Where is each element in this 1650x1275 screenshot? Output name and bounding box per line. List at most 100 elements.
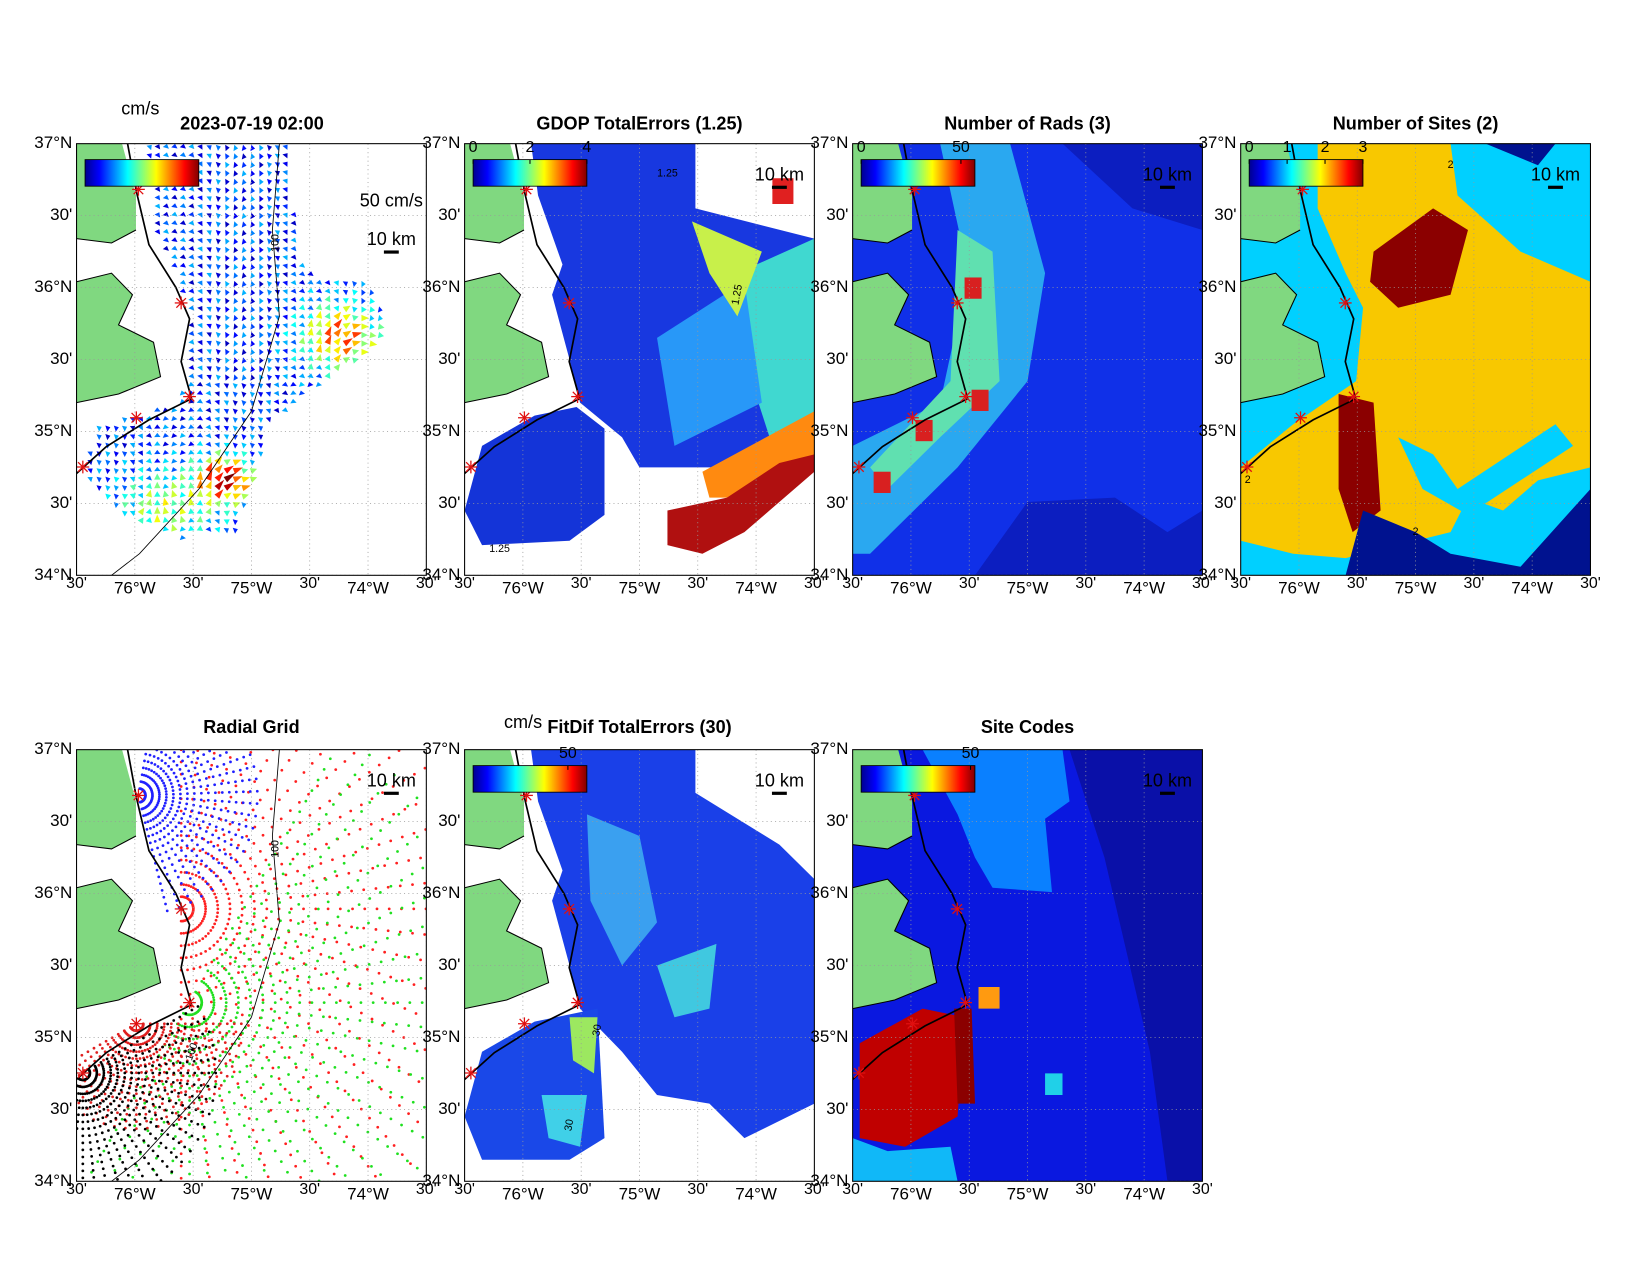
grid-point: [167, 764, 170, 768]
grid-point: [168, 1047, 172, 1050]
grid-point: [151, 1040, 155, 1044]
grid-point: [186, 1045, 189, 1048]
vector-arrow: [290, 331, 297, 337]
grid-point: [143, 821, 147, 824]
grid-point: [328, 821, 331, 825]
grid-point: [244, 1105, 247, 1109]
vector-arrow: [171, 211, 178, 217]
x-tick-label: 76°W: [890, 1185, 932, 1204]
y-tick-label: 30': [50, 811, 72, 830]
grid-point: [244, 824, 248, 828]
grid-point: [190, 1008, 194, 1012]
radar-site: [907, 412, 918, 423]
grid-point: [175, 809, 179, 813]
vector-arrow: [315, 296, 323, 302]
vector-arrow: [274, 238, 280, 245]
grid-point: [411, 931, 414, 935]
x-tick-label: 30': [804, 1181, 825, 1198]
x-tick-label: 75°W: [1007, 1185, 1049, 1204]
grid-point: [241, 790, 245, 794]
grid-point: [249, 884, 253, 888]
grid-point: [237, 1113, 241, 1116]
map-content: [852, 143, 1203, 576]
grid-point: [378, 1085, 382, 1089]
radar-site: [563, 903, 575, 915]
vector-arrow: [215, 298, 221, 305]
vector-arrow: [188, 228, 195, 235]
vector-arrow: [333, 354, 342, 363]
x-tick-label: 30': [416, 575, 437, 592]
grid-point: [197, 1022, 201, 1026]
grid-point: [106, 1042, 110, 1046]
vector-arrow: [113, 476, 120, 483]
grid-point: [210, 763, 214, 767]
x-tick-label: 30': [959, 575, 980, 592]
grid-point: [214, 791, 217, 795]
colorbar: [860, 765, 976, 793]
vector-arrow: [259, 306, 264, 313]
vector-arrow: [145, 449, 152, 455]
grid-point: [415, 796, 419, 800]
field-region: [667, 454, 815, 554]
grid-point: [251, 1037, 255, 1041]
grid-point: [190, 1094, 194, 1098]
grid-point: [317, 828, 321, 831]
vector-arrow: [196, 415, 204, 421]
grid-point: [106, 1105, 109, 1109]
vector-arrow: [154, 473, 161, 480]
grid-point: [208, 1096, 212, 1100]
grid-point: [213, 1085, 217, 1089]
grid-point: [346, 886, 350, 889]
field-cell: [915, 419, 933, 442]
grid-point: [195, 817, 199, 821]
vector-arrow: [105, 468, 111, 475]
vector-arrow: [162, 237, 169, 243]
grid-point: [174, 825, 178, 829]
vector-arrow: [113, 468, 119, 475]
grid-point: [224, 968, 228, 972]
grid-point: [179, 821, 183, 825]
grid-point: [156, 1087, 160, 1091]
grid-point: [201, 937, 205, 941]
grid-point: [81, 1095, 85, 1099]
field-region: [1069, 749, 1203, 1182]
vector-arrow: [233, 289, 239, 296]
grid-point: [177, 755, 181, 758]
grid-point: [279, 1083, 282, 1086]
vector-arrow: [179, 211, 186, 217]
vector-arrow: [162, 143, 169, 149]
vector-arrow: [250, 365, 256, 373]
grid-point: [111, 1095, 114, 1099]
grid-point: [241, 1164, 244, 1167]
grid-point: [142, 1058, 146, 1062]
vector-arrow: [232, 519, 238, 526]
vector-arrow: [249, 476, 258, 483]
grid-point: [202, 897, 205, 901]
grid-point: [368, 1105, 372, 1109]
grid-point: [104, 1039, 108, 1043]
grid-point: [207, 1039, 211, 1043]
y-tick-label: 34°N: [422, 565, 460, 584]
grid-point: [97, 1094, 101, 1097]
grid-point: [234, 780, 237, 784]
grid-point: [217, 791, 221, 794]
vector-arrow: [259, 170, 264, 177]
grid-point: [370, 1017, 374, 1021]
grid-point: [161, 1045, 165, 1049]
grid-point: [297, 1080, 300, 1084]
grid-point: [283, 1087, 287, 1091]
grid-point: [237, 926, 241, 930]
grid-point: [204, 983, 208, 986]
vector-arrow: [282, 170, 288, 176]
grid-point: [188, 860, 192, 863]
grid-point: [228, 992, 232, 996]
vector-arrow: [196, 407, 204, 412]
grid-point: [232, 1022, 236, 1026]
vector-arrow: [215, 187, 221, 194]
vector-arrow: [282, 280, 288, 287]
grid-point: [224, 806, 228, 810]
grid-point: [205, 882, 209, 885]
grid-point: [81, 1141, 85, 1145]
vector-arrow: [188, 517, 195, 523]
y-tick-label: 36°N: [810, 883, 848, 902]
